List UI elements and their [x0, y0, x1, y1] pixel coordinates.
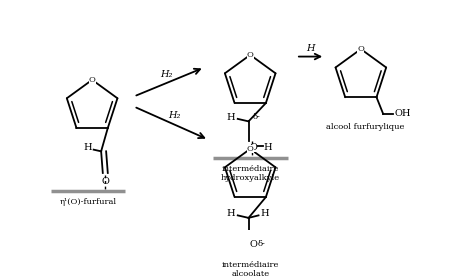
Text: H₂: H₂ — [160, 70, 172, 79]
Text: O: O — [250, 143, 257, 152]
Text: δ-: δ- — [258, 240, 265, 248]
Text: η¹(O)-furfural: η¹(O)-furfural — [59, 198, 116, 206]
Text: H: H — [226, 209, 235, 218]
Text: O: O — [101, 177, 109, 186]
Text: H: H — [306, 44, 315, 53]
Text: H₂: H₂ — [169, 111, 181, 120]
Text: alcool furfurylique: alcool furfurylique — [326, 123, 404, 131]
Text: H: H — [264, 143, 272, 152]
Text: H: H — [226, 113, 235, 122]
Text: O: O — [89, 76, 96, 84]
Text: H: H — [261, 209, 270, 218]
Text: O: O — [247, 51, 254, 59]
Text: intermédiaire
hydroxyalkyle: intermédiaire hydroxyalkyle — [221, 165, 280, 182]
Text: O: O — [357, 45, 364, 53]
Text: intermédiaire
alcoolate: intermédiaire alcoolate — [222, 261, 279, 276]
Text: O: O — [250, 240, 257, 248]
Text: H: H — [83, 144, 92, 153]
Text: O: O — [247, 145, 254, 153]
Text: OH: OH — [395, 109, 411, 118]
Text: δ-: δ- — [253, 113, 260, 121]
